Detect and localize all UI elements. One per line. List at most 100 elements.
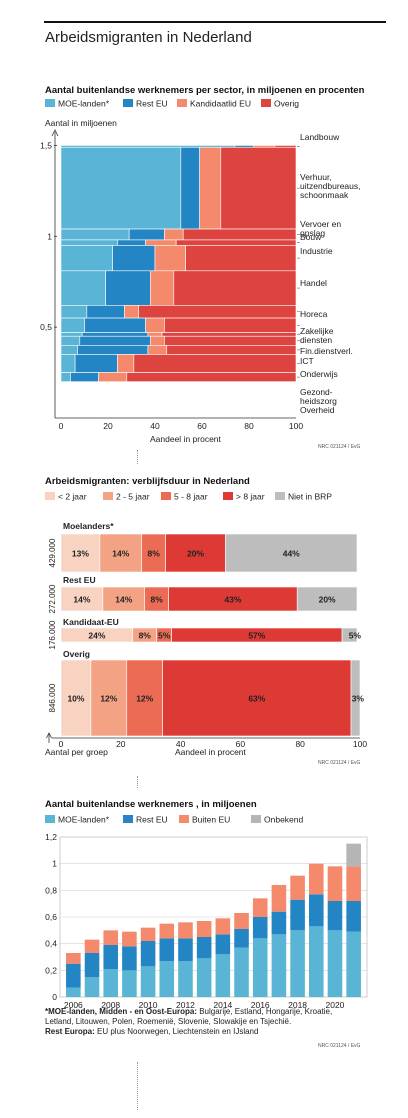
bar-2015-rest-eu	[234, 929, 249, 948]
chart1-xtick-0: 0	[59, 421, 64, 431]
chart1-ytick-1: 1	[47, 231, 52, 241]
mosaic-cell-onderwijs-kandidaatlid-eu	[147, 345, 168, 355]
duration-seg-overig-4	[350, 659, 361, 737]
chart2-title: Arbeidsmigranten: verblijfsduur in Neder…	[45, 476, 250, 487]
duration-label-overig-1: 12%	[100, 694, 117, 704]
legend-swatch-overig	[261, 99, 271, 107]
legend-swatch-8-jaar	[223, 492, 233, 500]
bar-2021-moe-landen	[346, 931, 361, 997]
legend-label-rest-eu: Rest EU	[136, 99, 168, 109]
chart3-xtick-2016: 2016	[251, 1000, 270, 1010]
chart3-xtick-2018: 2018	[288, 1000, 307, 1010]
footnote-moe: *MOE-landen, Midden - en Oost-Europa: Bu…	[45, 1007, 332, 1016]
bar-2016-moe-landen	[252, 938, 268, 997]
bar-2019-moe-landen	[308, 926, 324, 997]
mosaic-cell-overheid-overig	[126, 372, 297, 382]
duration-label-moelanders-0: 13%	[72, 549, 89, 559]
legend-swatch-onbekend	[251, 815, 261, 823]
duration-label-overig-2: 12%	[136, 694, 153, 704]
sector-label-ict: ICT	[300, 356, 314, 366]
sector-label-vervoer-en-opslag: Vervoer en opslag	[300, 219, 341, 238]
chart3-ytick-3: 0,6	[45, 912, 57, 922]
group-count-rest-eu: 272.000	[48, 584, 57, 613]
chart2-plot: Moelanders* 429.000 13% 14% 8% 20% 44% Rest EU 2…	[46, 521, 367, 749]
chart2-xtick-40: 40	[176, 739, 186, 749]
legend-label-2-5-jaar: 2 - 5 jaar	[116, 492, 150, 502]
bar-2012-rest-eu	[178, 938, 193, 961]
mosaic-cell-horeca-rest-eu	[86, 305, 125, 319]
chart3-xtick-2020: 2020	[326, 1000, 345, 1010]
bar-2019-rest-eu	[308, 894, 324, 927]
mosaic-cell-handel-rest-eu	[105, 270, 151, 306]
legend-swatch-rest-eu	[123, 815, 133, 823]
legend-label-overig: Overig	[274, 99, 299, 109]
mosaic-cell-vervoer-en-opslag-moe-landen	[60, 228, 130, 241]
mosaic-cell-ict-overig	[164, 335, 297, 346]
mosaic-cell-zakelijke-diensten-kandidaatlid-eu	[145, 317, 165, 333]
chart3-legend: MOE-landen* Rest EU Buiten EU Onbekend	[45, 815, 303, 825]
chart3-xtick-2010: 2010	[139, 1000, 158, 1010]
legend-swatch-2-5-jaar	[103, 492, 113, 500]
bar-2014-buiten-eu	[215, 918, 231, 935]
bar-2010-moe-landen	[140, 966, 156, 997]
legend-label-kandidaatlid-eu: Kandidaatlid EU	[190, 99, 251, 109]
legend-label-niet-in-brp: Niet in BRP	[288, 492, 332, 502]
legend-swatch-niet-in-brp	[275, 492, 285, 500]
bar-2013-moe-landen	[196, 958, 212, 997]
bar-2011-buiten-eu	[159, 923, 175, 939]
group-name-rest-eu: Rest EU	[63, 575, 96, 585]
bar-2012-moe-landen	[178, 961, 193, 997]
mosaic-cell-industrie-rest-eu	[112, 245, 156, 272]
duration-label-kandidaat-eu-4: 5%	[349, 631, 362, 641]
duration-label-kandidaat-eu-0: 24%	[88, 631, 105, 641]
duration-seg-rest-eu-1	[102, 586, 146, 612]
divider-dots-1	[137, 450, 138, 464]
bar-2007-buiten-eu	[84, 939, 100, 953]
sector-label-fin-dienstverl: Fin.dienstverl.	[300, 346, 353, 356]
mosaic-cell-industrie-moe-landen	[60, 245, 114, 272]
page-title: Arbeidsmigranten in Nederland	[45, 29, 252, 46]
duration-label-moelanders-2: 8%	[148, 549, 161, 559]
mosaic-cell-vervoer-en-opslag-overig	[182, 228, 297, 241]
bar-2014-rest-eu	[215, 934, 231, 955]
bar-2007-moe-landen	[84, 977, 100, 997]
mosaic-cell-verhuur-uitzendbureaus-schoonmaak-overig	[220, 146, 297, 230]
chart1-ylabel: Aantal in miljoenen	[45, 118, 117, 128]
mosaic-cell-gezond-heidszorg-overig	[133, 354, 297, 373]
bar-2010-rest-eu	[140, 941, 156, 967]
legend-label-rest-eu: Rest EU	[136, 815, 168, 825]
legend-swatch-buiten-eu	[179, 815, 189, 823]
legend-label-moe-landen: MOE-landen*	[58, 99, 110, 109]
legend-swatch-moe-landen	[45, 815, 55, 823]
chart3-ytick-2: 0,4	[45, 939, 57, 949]
chart3-xtick-2014: 2014	[213, 1000, 232, 1010]
mosaic-cell-verhuur-uitzendbureaus-schoonmaak-moe-landen	[60, 146, 182, 230]
duration-seg-overig-1	[90, 659, 128, 737]
bar-2015-moe-landen	[234, 947, 249, 997]
mosaic-cell-ict-kandidaatlid-eu	[150, 335, 165, 346]
legend-label-onbekend: Onbekend	[264, 815, 303, 825]
duration-seg-moelanders-3	[165, 533, 226, 573]
chart1-ytick-2: 1,5	[40, 140, 52, 150]
duration-label-moelanders-4: 44%	[283, 549, 300, 559]
bar-2011-moe-landen	[159, 961, 175, 997]
duration-seg-overig-2	[126, 659, 163, 737]
legend-label-moe-landen: MOE-landen*	[58, 815, 110, 825]
chart3-ytick-6: 1,2	[45, 832, 57, 842]
bar-2010-buiten-eu	[140, 927, 156, 941]
chart2-ylabel: Aantal per groep	[45, 747, 108, 757]
chart1-title: Aantal buitenlandse werknemers per secto…	[45, 85, 365, 96]
footnote-rest: Rest Europa: EU plus Noorwegen, Liechten…	[45, 1027, 258, 1036]
duration-label-overig-4: 3%	[352, 694, 365, 704]
bar-2014-moe-landen	[215, 954, 231, 997]
bar-2015-buiten-eu	[234, 913, 249, 929]
mosaic-cell-fin-dienstverl-overig	[161, 332, 297, 337]
mosaic-cell-gezond-heidszorg-rest-eu	[74, 354, 118, 373]
chart1-source: NRC 021124 / EvG	[318, 444, 361, 450]
chart2-xlabel: Aandeel in procent	[175, 747, 247, 757]
mosaic-cell-bouw-overig	[175, 239, 297, 246]
legend-swatch-5-8-jaar	[161, 492, 171, 500]
chart3-xtick-2006: 2006	[64, 1000, 83, 1010]
duration-seg-kandidaat-eu-4	[341, 627, 358, 643]
bar-2020-moe-landen	[327, 930, 343, 997]
